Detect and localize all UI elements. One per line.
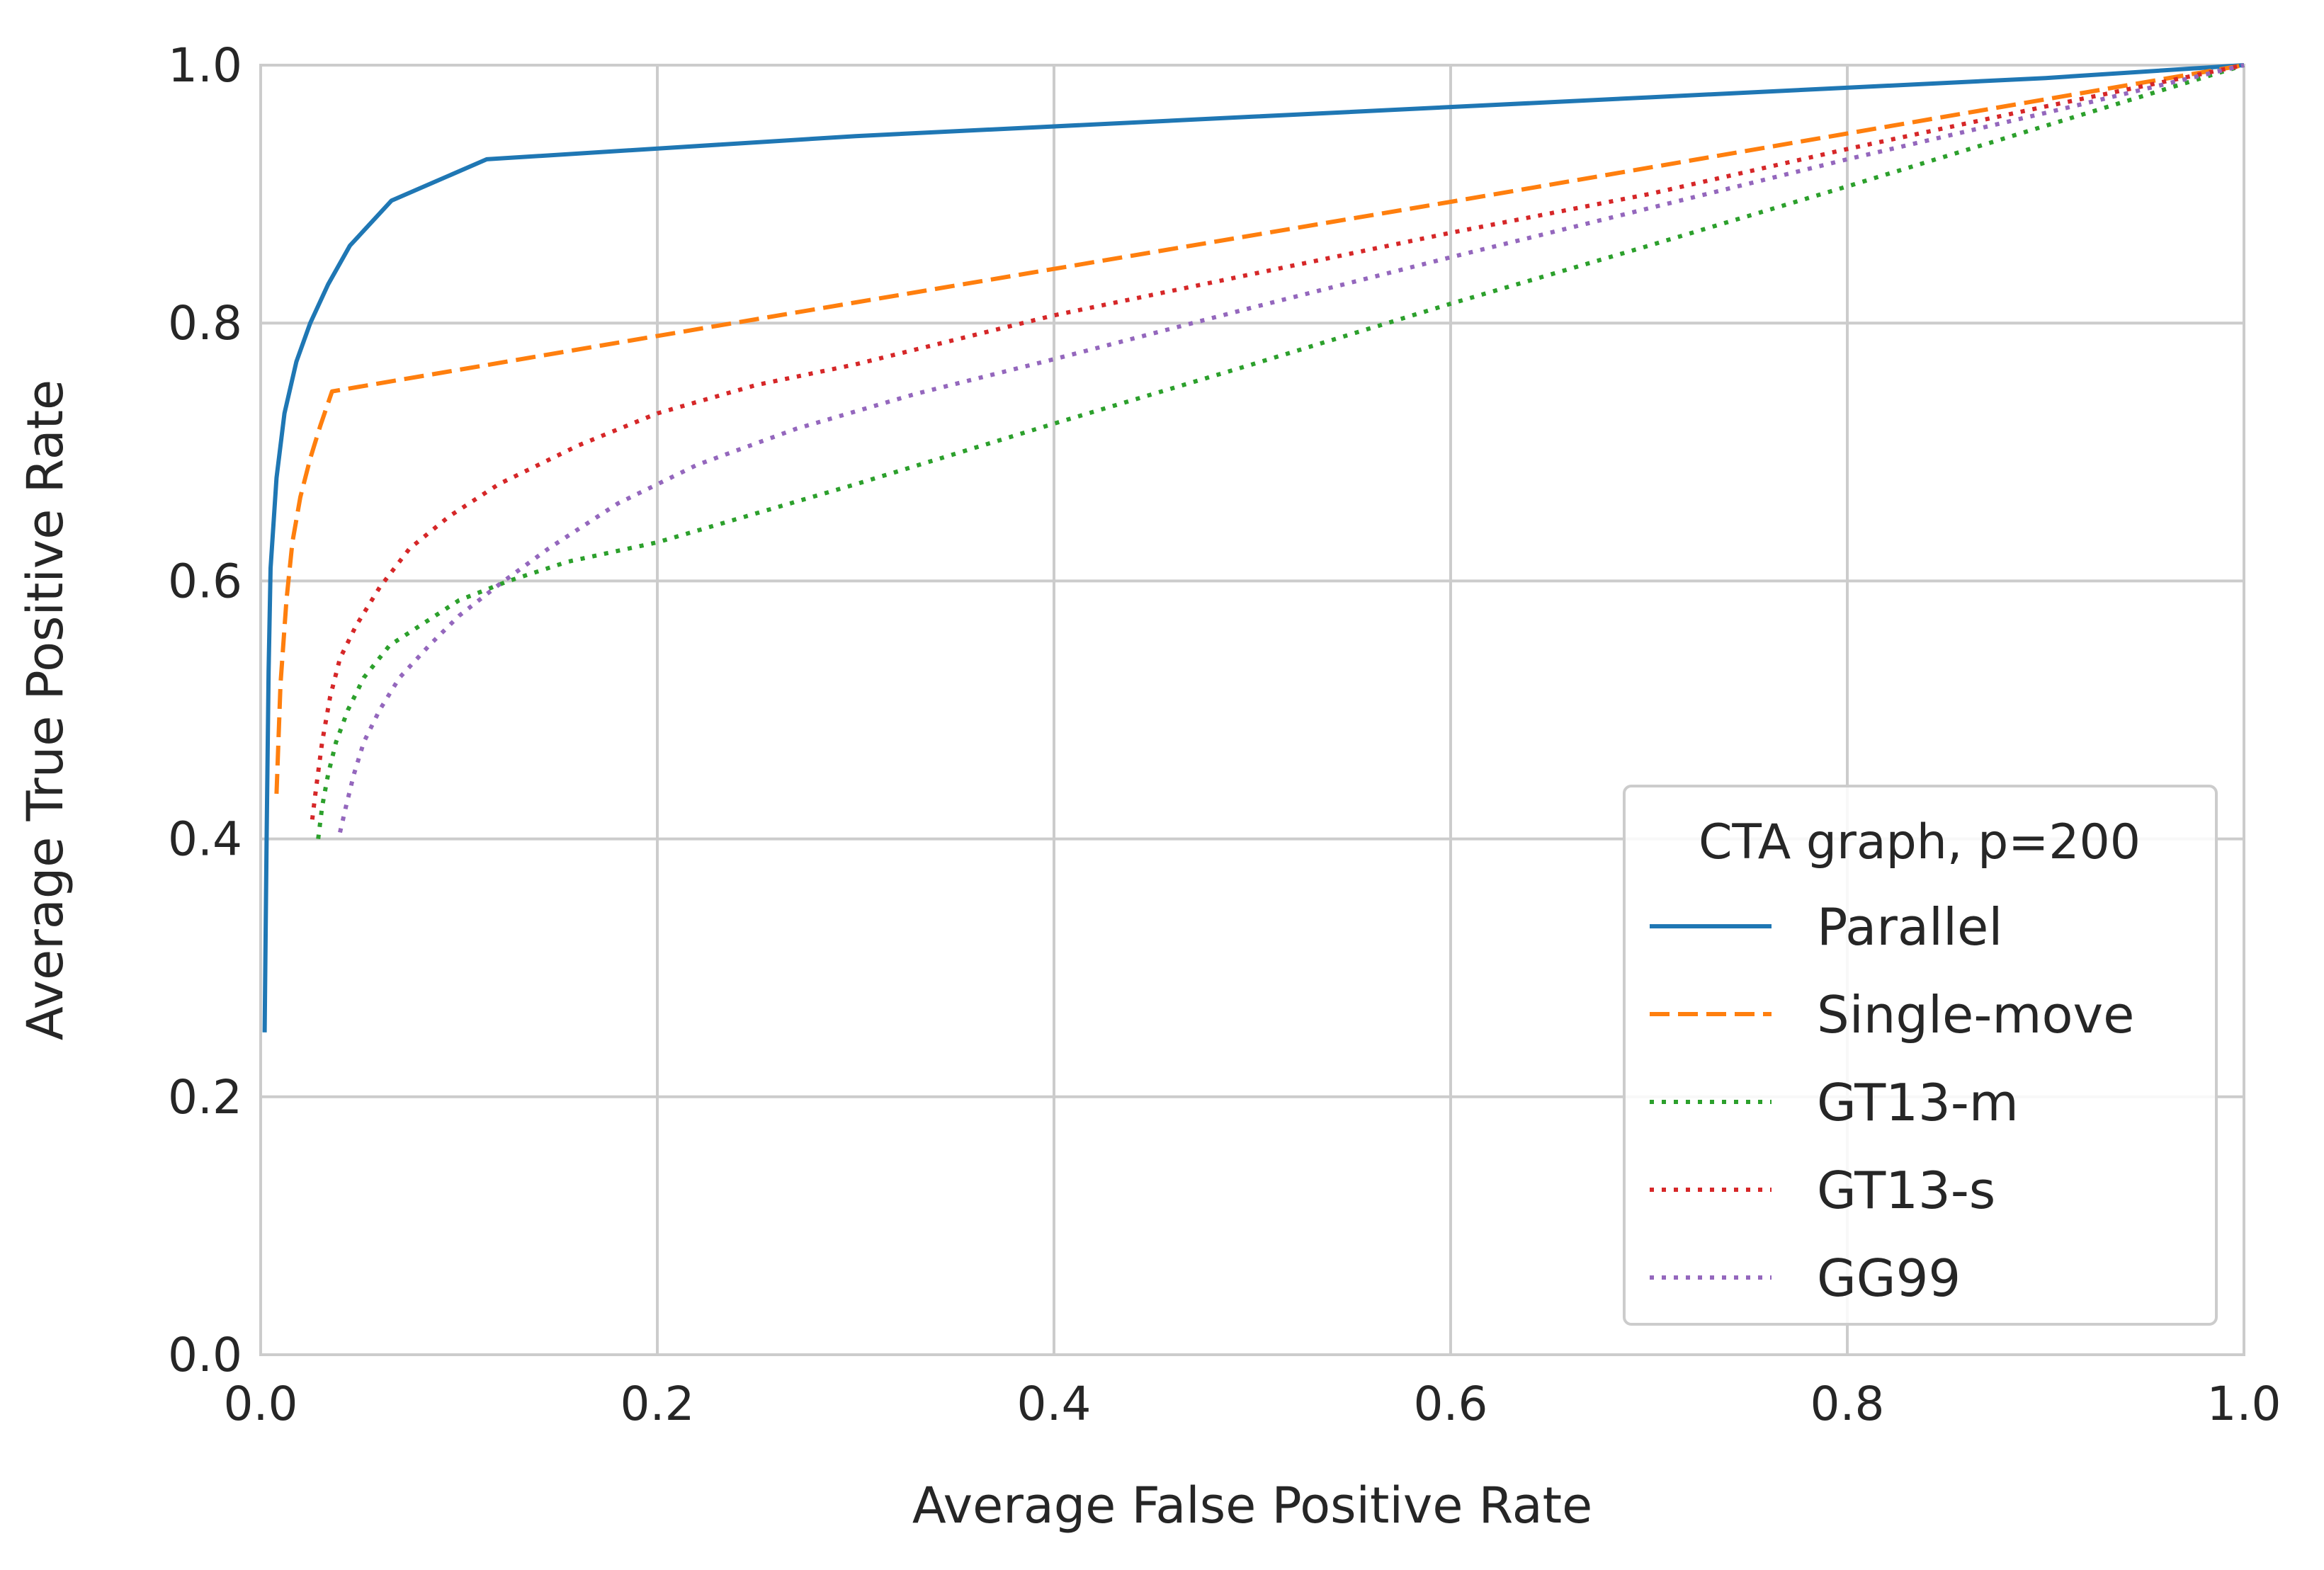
y-tick-label: 0.6 <box>168 554 242 608</box>
series-line-single-move <box>274 63 2245 795</box>
y-tick-label: 0.4 <box>168 812 242 867</box>
x-tick-labels: 0.0 0.2 0.4 0.6 0.8 1.0 <box>224 1377 2282 1431</box>
series-group <box>262 63 2245 1033</box>
series-line-parallel <box>262 63 2245 1033</box>
y-tick-label: 0.8 <box>168 296 242 351</box>
series-line-gt13-m <box>316 63 2245 839</box>
x-tick-label: 0.6 <box>1414 1377 1488 1431</box>
y-tick-label: 0.2 <box>168 1070 242 1125</box>
y-axis-label: Average True Positive Rate <box>16 380 74 1040</box>
legend-label: GT13-m <box>1817 1073 2019 1132</box>
legend-label: Single-move <box>1817 985 2134 1045</box>
plot-border <box>259 64 2245 1356</box>
grid <box>259 64 2245 1356</box>
x-tick-label: 0.8 <box>1810 1377 1885 1431</box>
legend-label: GT13-s <box>1817 1161 1995 1220</box>
legend: CTA graph, p=200 Parallel Single-move GT13… <box>1623 785 2218 1326</box>
x-axis-label: Average False Positive Rate <box>912 1477 1592 1535</box>
y-tick-labels: 0.0 0.2 0.4 0.6 0.8 1.0 <box>168 38 242 1382</box>
plot-frame <box>259 64 2245 1356</box>
x-tick-label: 0.0 <box>224 1377 298 1431</box>
y-tick-label: 1.0 <box>168 38 242 93</box>
x-tick-label: 1.0 <box>2207 1377 2282 1431</box>
legend-label: GG99 <box>1817 1248 1961 1308</box>
legend-label: Parallel <box>1817 897 2002 957</box>
legend-title: CTA graph, p=200 <box>1699 814 2141 870</box>
series-line-gg99 <box>338 63 2245 834</box>
x-tick-label: 0.2 <box>620 1377 695 1431</box>
y-tick-label: 0.0 <box>168 1328 242 1382</box>
x-tick-label: 0.4 <box>1017 1377 1092 1431</box>
legend-box <box>1623 785 2218 1326</box>
